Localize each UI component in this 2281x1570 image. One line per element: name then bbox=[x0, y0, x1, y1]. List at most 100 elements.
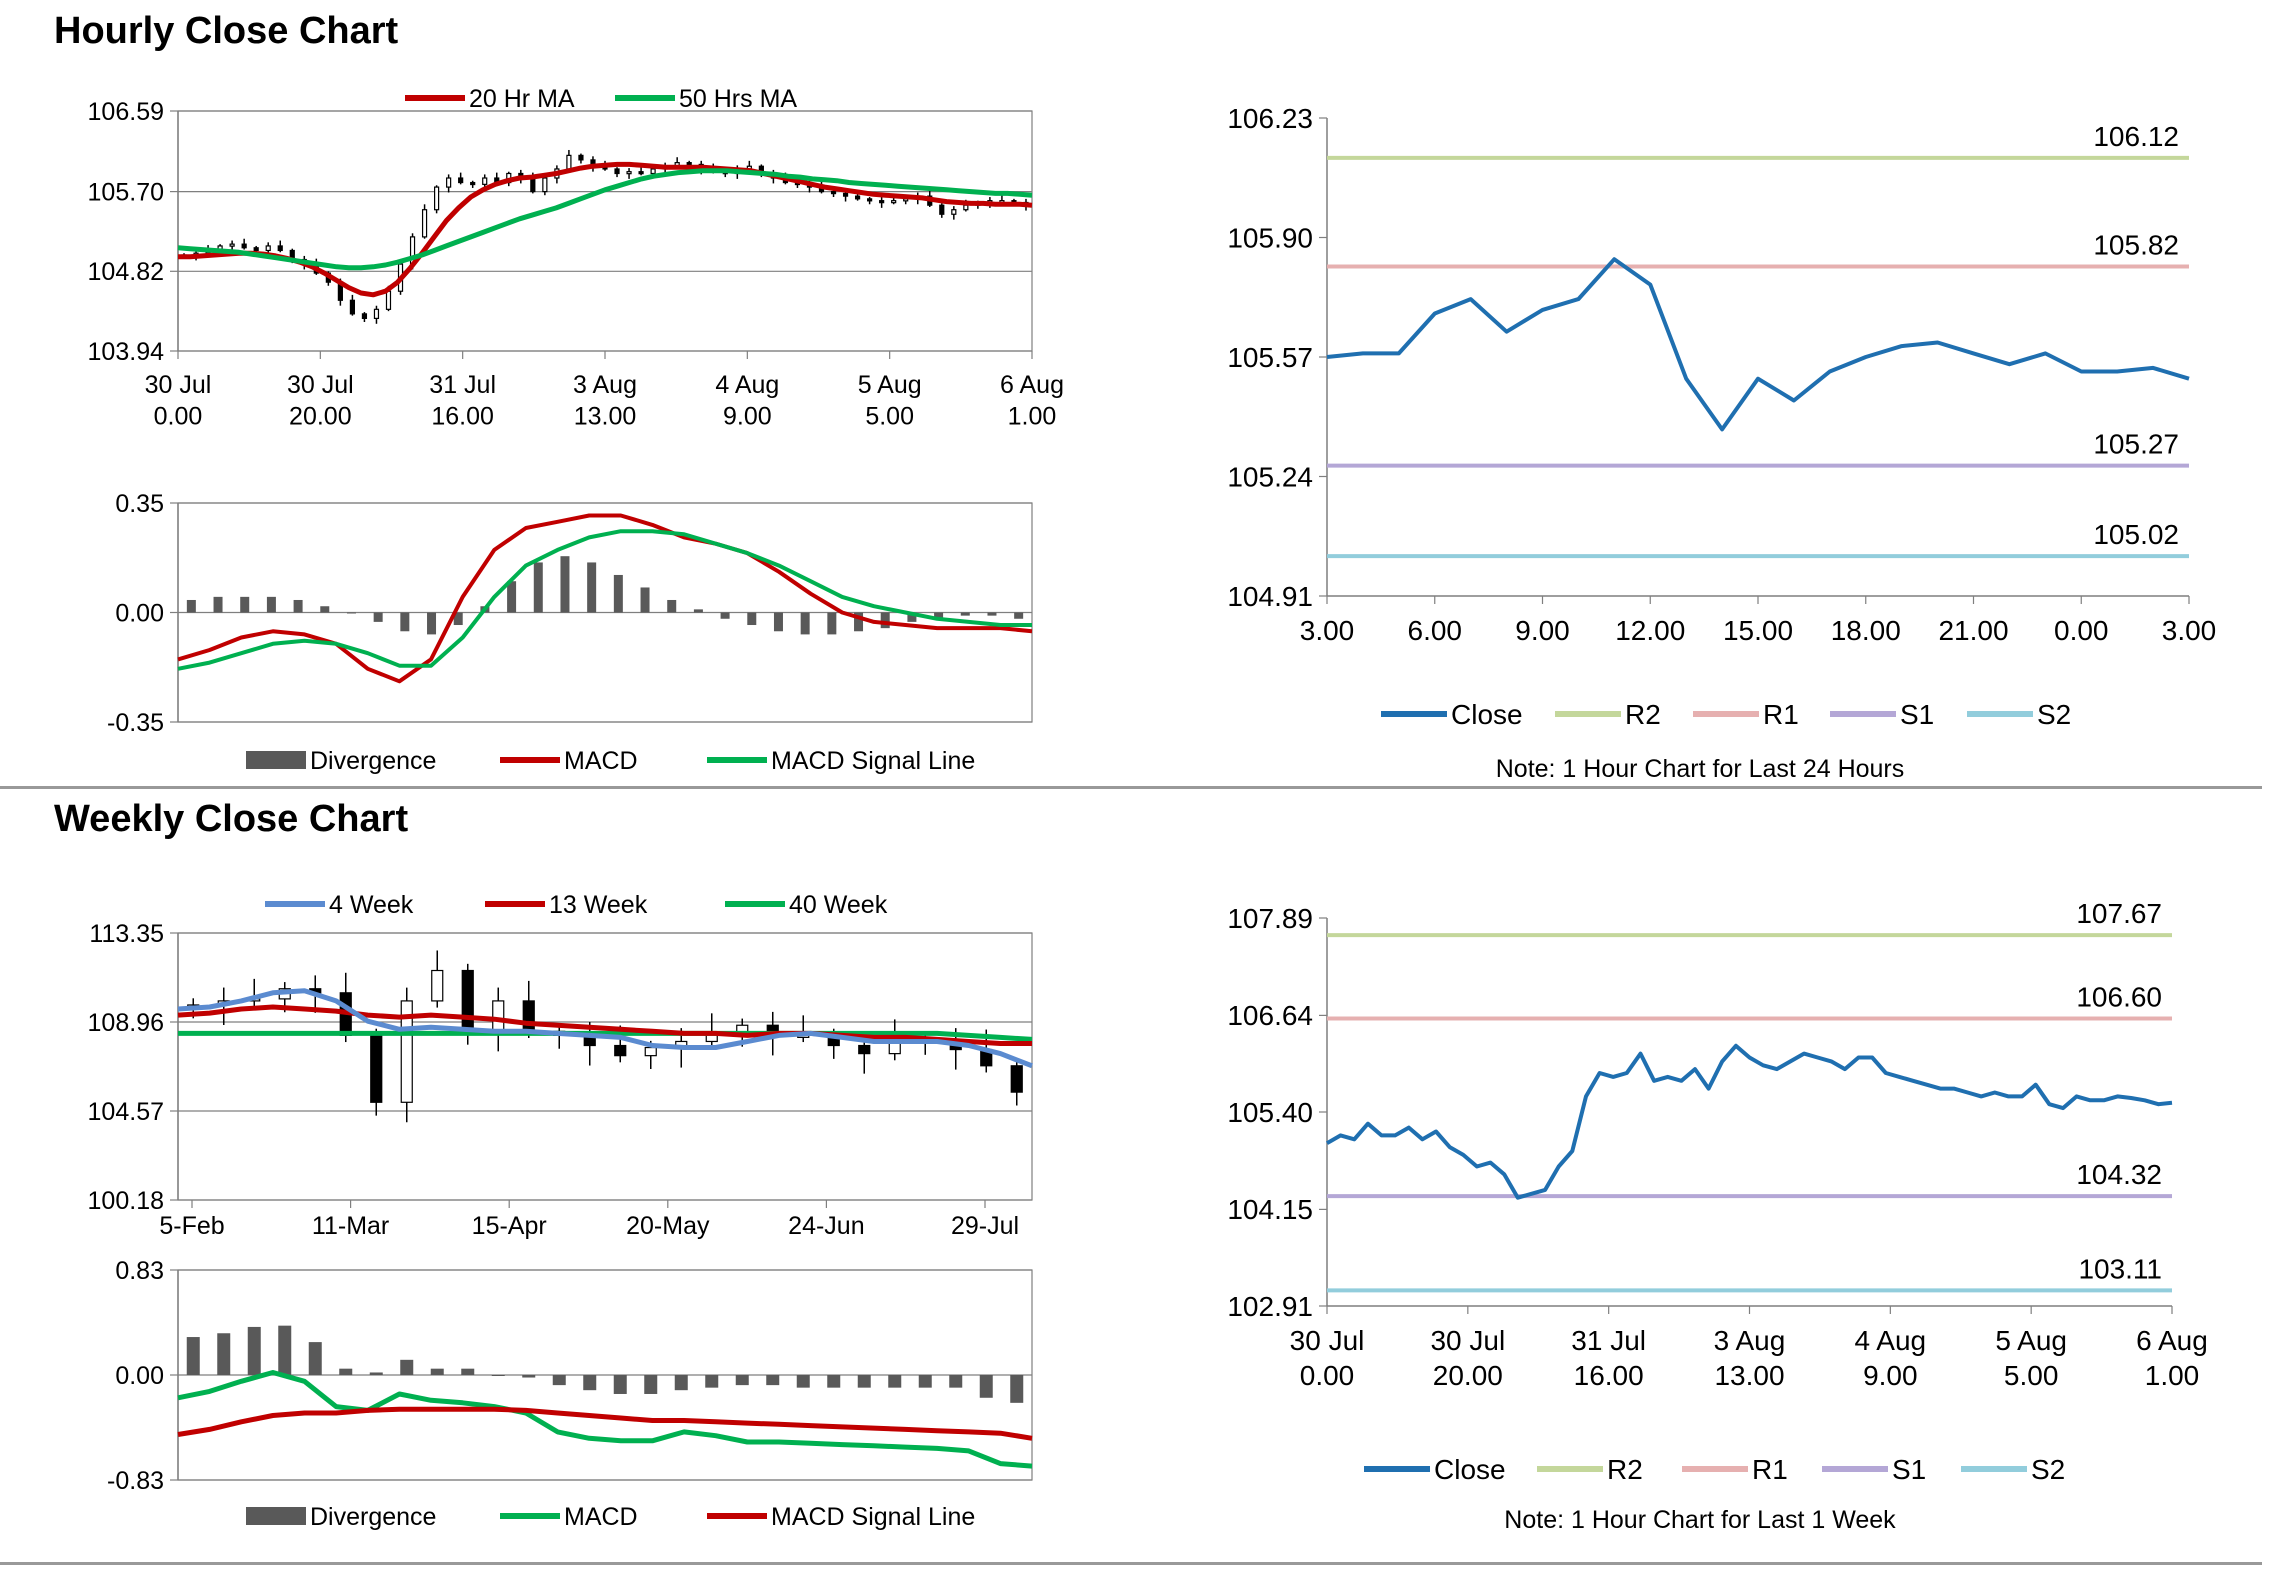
weekly-13-line bbox=[177, 1004, 1032, 1046]
weekly-candle-x-tick-label: 24-Jun bbox=[788, 1212, 864, 1240]
hourly-candle bbox=[891, 200, 897, 204]
weekly-candle bbox=[644, 1046, 657, 1057]
weekly-candle bbox=[858, 1044, 871, 1055]
weekly-macd-divergence-bar bbox=[552, 1375, 566, 1386]
hourly-1week-x-tick-label: 16.00 bbox=[1574, 1360, 1644, 1391]
hourly-candle bbox=[939, 204, 945, 215]
weekly-macd-y-tick-label: -0.83 bbox=[107, 1467, 164, 1495]
weekly-macd-divergence-bar bbox=[247, 1326, 261, 1375]
hourly-macd-divergence-bar bbox=[346, 612, 356, 614]
hourly-candle-x-tick-label: 20.00 bbox=[289, 402, 352, 430]
hourly-macd-divergence-bar bbox=[427, 612, 437, 635]
hourly-macd-divergence-bar bbox=[373, 612, 383, 622]
hourly-1week-level-label: 104.32 bbox=[2076, 1159, 2162, 1190]
hourly-1week-x-tick-label: 31 Jul bbox=[1571, 1325, 1646, 1356]
weekly-candle bbox=[614, 1044, 627, 1057]
weekly-candle-y-tick-label: 100.18 bbox=[88, 1187, 164, 1215]
hourly-candle bbox=[458, 177, 464, 184]
hourly-candle bbox=[626, 171, 632, 175]
hourly-macd-divergence-bar bbox=[880, 612, 890, 629]
weekly-candle bbox=[431, 969, 444, 1002]
legend-weekly-divergence-label: Divergence bbox=[310, 1503, 436, 1531]
legend-weekly-divergence-swatch bbox=[246, 1507, 306, 1525]
hourly-candle bbox=[349, 299, 356, 315]
legend-ma20-label: 20 Hr MA bbox=[469, 85, 575, 113]
section-divider-top bbox=[0, 786, 2262, 789]
legend-24h-close-label: Close bbox=[1451, 699, 1523, 730]
weekly-candle-x-tick-label: 11-Mar bbox=[312, 1212, 389, 1240]
hourly-candle-y-tick-label: 103.94 bbox=[88, 338, 165, 366]
weekly-candle bbox=[461, 969, 474, 1032]
weekly-macd-divergence-bar bbox=[369, 1372, 383, 1375]
hourly-1week-y-tick-label: 106.64 bbox=[1227, 1000, 1313, 1031]
hourly-candle-x-tick-label: 0.00 bbox=[154, 402, 203, 430]
hourly-section-title: Hourly Close Chart bbox=[54, 10, 399, 52]
weekly-candle-x-tick-label: 5-Feb bbox=[159, 1212, 224, 1240]
hourly-candle bbox=[686, 162, 692, 166]
weekly-macd-divergence-bar bbox=[339, 1368, 353, 1375]
hourly-24h-x-tick-label: 9.00 bbox=[1515, 615, 1570, 646]
weekly-macd-divergence-bar bbox=[705, 1375, 719, 1388]
hourly-macd-divergence-bar bbox=[533, 562, 543, 613]
hourly-candle-y-tick-label: 105.70 bbox=[88, 178, 164, 206]
legend-ma50-label: 50 Hrs MA bbox=[679, 85, 797, 113]
weekly-macd-divergence-bar bbox=[918, 1375, 932, 1388]
hourly-candle bbox=[614, 168, 620, 175]
weekly-macd-divergence-bar bbox=[522, 1375, 536, 1378]
weekly-candle-x-tick-label: 20-May bbox=[626, 1212, 710, 1240]
legend-week13-label: 13 Week bbox=[549, 891, 648, 919]
weekly-4-line bbox=[177, 988, 1033, 1069]
weekly-candle-x-tick-label: 29-Jul bbox=[951, 1212, 1019, 1240]
legend-hourly-signal-label: MACD Signal Line bbox=[771, 747, 975, 775]
hourly-1week-x-tick-label: 6 Aug bbox=[2136, 1325, 2208, 1356]
hourly-macd-divergence-bar bbox=[320, 606, 330, 613]
hourly-1week-x-tick-label: 1.00 bbox=[2145, 1360, 2200, 1391]
hourly-macd-divergence-bar bbox=[773, 612, 783, 632]
weekly-candle bbox=[370, 1034, 383, 1103]
hourly-macd-divergence-bar bbox=[934, 612, 944, 619]
hourly-candle bbox=[830, 191, 837, 195]
hourly-candle-x-tick-label: 16.00 bbox=[431, 402, 494, 430]
hourly-24h-x-tick-label: 12.00 bbox=[1615, 615, 1685, 646]
hourly-macd-divergence-bar bbox=[987, 612, 997, 616]
hourly-24h-x-tick-label: 3.00 bbox=[1300, 615, 1355, 646]
hourly-candle-x-tick-label: 31 Jul bbox=[429, 371, 496, 399]
hourly-candle-y-tick-label: 104.82 bbox=[88, 258, 164, 286]
hourly-24h-x-tick-label: 18.00 bbox=[1831, 615, 1901, 646]
hourly-24h-x-tick-label: 6.00 bbox=[1408, 615, 1463, 646]
hourly-1week-y-tick-label: 104.15 bbox=[1227, 1194, 1313, 1225]
hourly-24h-y-tick-label: 105.24 bbox=[1227, 461, 1313, 492]
weekly-macd-divergence-bar bbox=[430, 1368, 444, 1375]
hourly-candle-x-tick-label: 5.00 bbox=[865, 402, 914, 430]
hourly-macd-y-tick-label: 0.35 bbox=[115, 490, 164, 518]
legend-hourly-divergence-label: Divergence bbox=[310, 747, 436, 775]
weekly-macd-divergence-bar bbox=[796, 1375, 810, 1388]
hourly-24h-level-label: 105.27 bbox=[2093, 429, 2179, 460]
hourly-candle-plot-area bbox=[177, 110, 1033, 352]
legend-weekly-macd-label: MACD bbox=[564, 1503, 638, 1531]
weekly-candle-y-tick-label: 104.57 bbox=[88, 1098, 164, 1126]
weekly-macd-divergence-bar bbox=[613, 1375, 627, 1394]
weekly-candle bbox=[492, 1000, 505, 1032]
hourly-macd-divergence-bar bbox=[827, 612, 837, 635]
weekly-macd-divergence-bar bbox=[491, 1375, 505, 1376]
hourly-macd-divergence-bar bbox=[213, 596, 223, 613]
hourly-macd-divergence-bar bbox=[1014, 612, 1024, 619]
hourly-macd-divergence-bar bbox=[507, 581, 517, 613]
weekly-macd-divergence-bar bbox=[186, 1337, 200, 1375]
legend-24h-r2-label: R2 bbox=[1625, 699, 1661, 730]
hourly-24h-level-label: 106.12 bbox=[2093, 121, 2179, 152]
weekly-macd-divergence-bar bbox=[766, 1375, 780, 1386]
hourly-macd-divergence-bar bbox=[560, 556, 570, 613]
weekly-section-title: Weekly Close Chart bbox=[54, 798, 409, 840]
legend-24h-r1-label: R1 bbox=[1763, 699, 1799, 730]
hourly-macd-divergence-bar bbox=[800, 612, 810, 635]
hourly-candle bbox=[361, 313, 368, 319]
hourly-candle-x-tick-label: 30 Jul bbox=[145, 371, 212, 399]
weekly-candle-y-tick-label: 113.35 bbox=[89, 920, 164, 948]
hourly-macd-y-tick-label: 0.00 bbox=[115, 599, 164, 627]
hourly-candle-x-tick-label: 9.00 bbox=[723, 402, 772, 430]
hourly-macd-divergence-bar bbox=[640, 587, 650, 613]
hourly-candle-x-tick-label: 6 Aug bbox=[1000, 371, 1064, 399]
legend-weekly-signal-label: MACD Signal Line bbox=[771, 1503, 975, 1531]
